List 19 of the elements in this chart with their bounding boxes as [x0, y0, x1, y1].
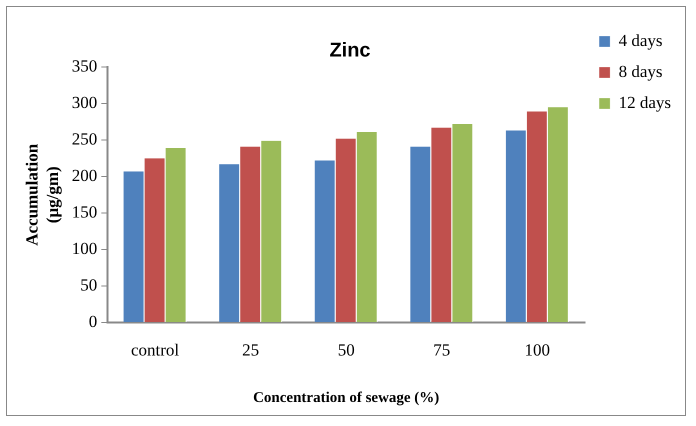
y-tick-label: 200 [72, 166, 98, 186]
y-tick-label: 50 [80, 276, 98, 295]
x-tick-label: 75 [433, 340, 450, 360]
y-tick-label: 100 [72, 239, 98, 258]
x-tick-label: 50 [338, 340, 355, 360]
y-tick-label: 350 [72, 56, 98, 76]
legend-label: 12 days [618, 92, 672, 112]
chart-title: Zinc [329, 40, 371, 62]
legend-label: 4 days [618, 30, 663, 50]
x-tick-label: 25 [242, 340, 260, 360]
x-tick-label: control [131, 340, 180, 360]
legend-label: 8 days [618, 62, 663, 81]
x-axis-title: Concentration of sewage (%) [253, 390, 440, 406]
y-tick-label: 150 [72, 202, 98, 222]
y-axis-title: Accumulation (µg/gm) [22, 143, 62, 246]
y-tick-label: 250 [72, 129, 98, 148]
y-tick-label: 300 [72, 92, 98, 112]
x-tick-label: 100 [524, 340, 550, 360]
y-tick-label: 0 [88, 312, 98, 332]
